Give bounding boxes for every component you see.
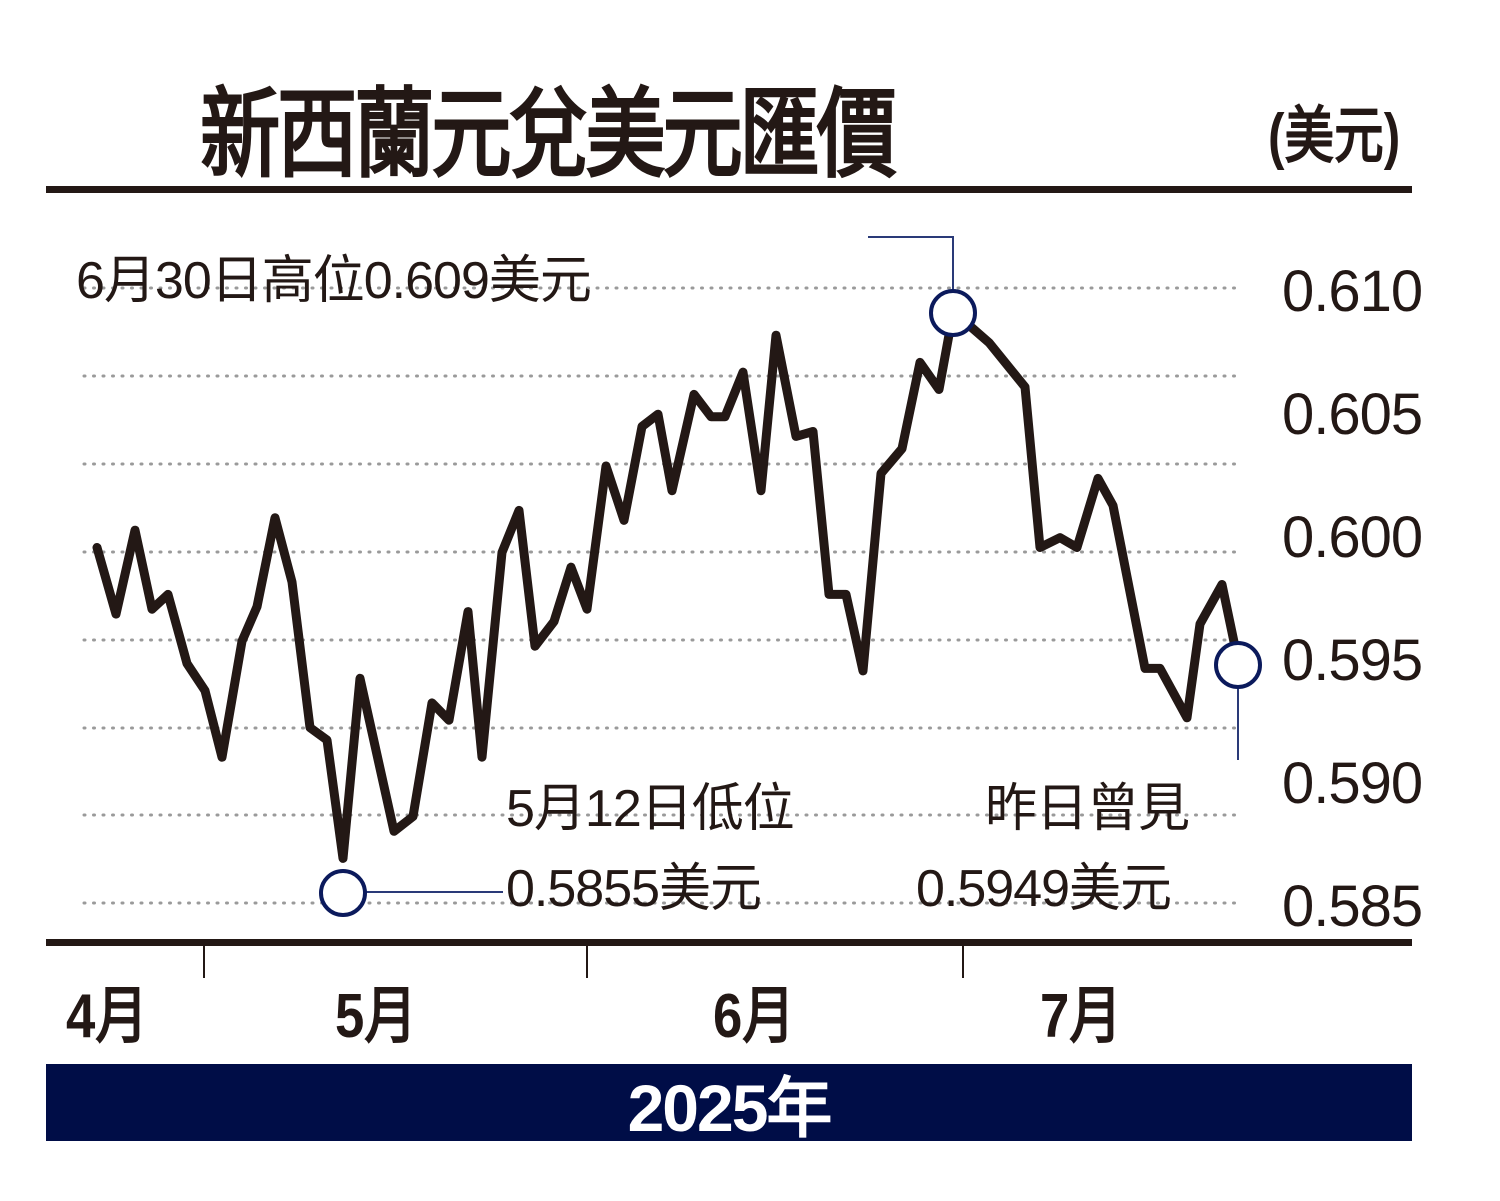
y-tick-label: 0.590 xyxy=(1282,751,1423,816)
annotation-leaders xyxy=(366,236,1239,893)
x-month-label: 7月 xyxy=(1040,982,1123,1051)
month-divider xyxy=(962,946,964,978)
high-annotation: 6月30日高位0.609美元 xyxy=(76,252,592,310)
y-tick-label: 0.605 xyxy=(1282,382,1423,447)
unit-label: (美元) xyxy=(1268,102,1401,171)
annotation-markers xyxy=(319,289,1262,917)
chart-title: 新西蘭元兌美元匯價 xyxy=(200,79,897,189)
month-divider xyxy=(586,946,588,978)
y-tick-label: 0.610 xyxy=(1282,259,1423,324)
latest-annotation-value: 0.5949美元 xyxy=(916,860,1172,918)
x-month-label: 4月 xyxy=(66,982,149,1051)
x-month-label: 6月 xyxy=(713,982,796,1051)
y-tick-label: 0.595 xyxy=(1282,628,1423,693)
latest-annotation-label: 昨日曾見 xyxy=(985,780,1190,838)
x-axis-rule xyxy=(46,939,1412,946)
month-divider xyxy=(203,946,205,978)
exchange-rate-line xyxy=(92,308,1243,863)
y-tick-label: 0.600 xyxy=(1282,505,1423,570)
year-banner: 2025年 xyxy=(46,1064,1412,1145)
gridlines xyxy=(82,286,1242,905)
x-month-label: 5月 xyxy=(335,982,418,1051)
top-rule xyxy=(46,186,1412,193)
year-label: 2025年 xyxy=(627,1070,833,1145)
y-tick-label: 0.585 xyxy=(1282,874,1423,939)
low-annotation-value: 0.5855美元 xyxy=(506,860,762,918)
low-annotation-date: 5月12日低位 xyxy=(506,780,795,838)
